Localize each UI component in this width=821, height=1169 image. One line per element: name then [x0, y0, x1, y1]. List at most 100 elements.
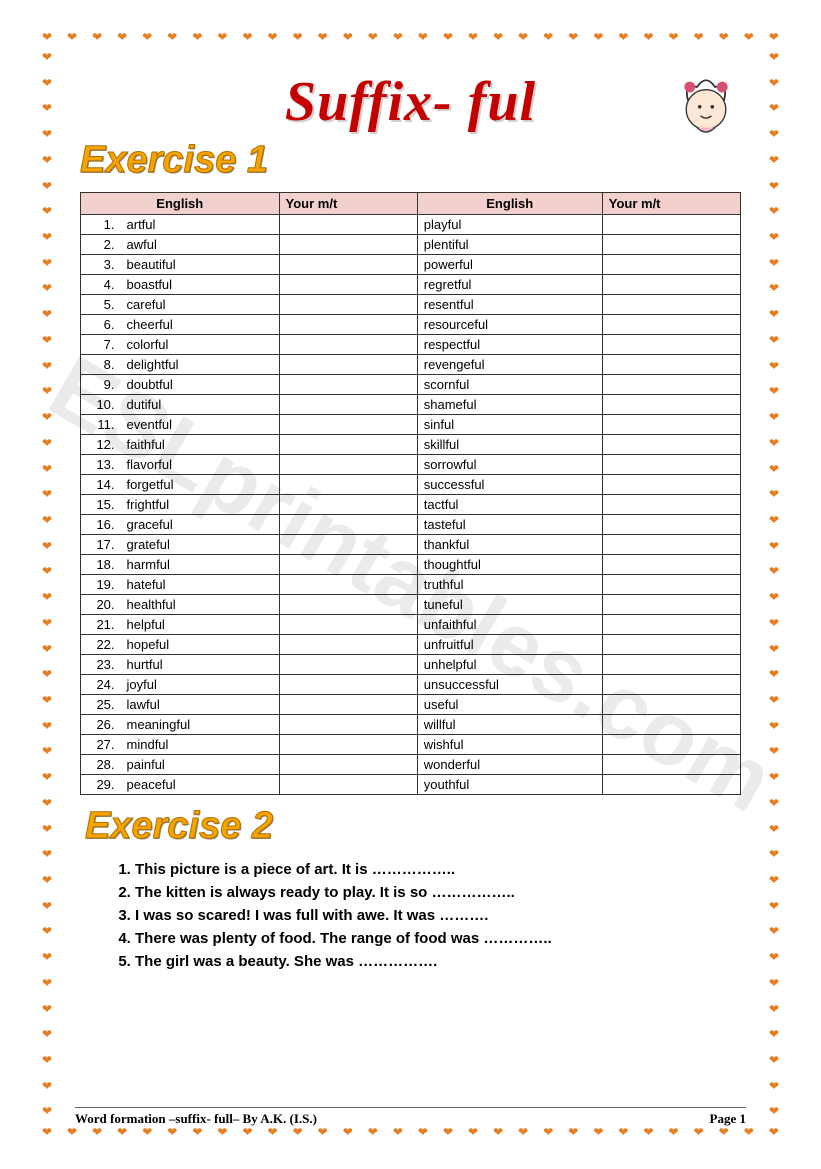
mt-right-blank[interactable]	[602, 235, 740, 255]
word-left: dutiful	[121, 395, 280, 415]
heart-icon: ❤	[767, 1027, 781, 1041]
mt-right-blank[interactable]	[602, 255, 740, 275]
mt-left-blank[interactable]	[279, 715, 417, 735]
word-left: hateful	[121, 575, 280, 595]
row-number: 8.	[81, 355, 121, 375]
mt-left-blank[interactable]	[279, 555, 417, 575]
content-area: Suffix- ful Exercise 1 English Your m/t …	[50, 40, 771, 983]
mt-left-blank[interactable]	[279, 375, 417, 395]
mt-right-blank[interactable]	[602, 395, 740, 415]
mt-right-blank[interactable]	[602, 595, 740, 615]
mt-right-blank[interactable]	[602, 515, 740, 535]
word-right: playful	[417, 215, 602, 235]
mt-left-blank[interactable]	[279, 395, 417, 415]
mt-left-blank[interactable]	[279, 475, 417, 495]
mt-right-blank[interactable]	[602, 375, 740, 395]
row-number: 5.	[81, 295, 121, 315]
mt-left-blank[interactable]	[279, 335, 417, 355]
mt-right-blank[interactable]	[602, 675, 740, 695]
heart-icon: ❤	[115, 1125, 129, 1139]
mt-right-blank[interactable]	[602, 735, 740, 755]
table-row: 3.beautifulpowerful	[81, 255, 741, 275]
heart-icon: ❤	[591, 1125, 605, 1139]
mt-right-blank[interactable]	[602, 335, 740, 355]
mt-right-blank[interactable]	[602, 695, 740, 715]
table-row: 4.boastfulregretful	[81, 275, 741, 295]
mt-left-blank[interactable]	[279, 235, 417, 255]
mt-left-blank[interactable]	[279, 275, 417, 295]
mt-left-blank[interactable]	[279, 455, 417, 475]
mt-right-blank[interactable]	[602, 435, 740, 455]
mt-right-blank[interactable]	[602, 555, 740, 575]
mt-right-blank[interactable]	[602, 775, 740, 795]
word-left: artful	[121, 215, 280, 235]
mt-left-blank[interactable]	[279, 655, 417, 675]
mt-left-blank[interactable]	[279, 255, 417, 275]
mt-right-blank[interactable]	[602, 455, 740, 475]
word-left: flavorful	[121, 455, 280, 475]
mt-left-blank[interactable]	[279, 315, 417, 335]
mt-left-blank[interactable]	[279, 595, 417, 615]
mt-right-blank[interactable]	[602, 535, 740, 555]
mt-left-blank[interactable]	[279, 435, 417, 455]
mt-left-blank[interactable]	[279, 675, 417, 695]
list-item: There was plenty of food. The range of f…	[135, 927, 741, 950]
row-number: 7.	[81, 335, 121, 355]
mt-left-blank[interactable]	[279, 735, 417, 755]
mt-right-blank[interactable]	[602, 755, 740, 775]
table-row: 20.healthfultuneful	[81, 595, 741, 615]
mt-right-blank[interactable]	[602, 215, 740, 235]
heart-icon: ❤	[341, 1125, 355, 1139]
word-left: lawful	[121, 695, 280, 715]
mt-left-blank[interactable]	[279, 615, 417, 635]
mt-right-blank[interactable]	[602, 495, 740, 515]
heart-icon: ❤	[466, 1125, 480, 1139]
mt-right-blank[interactable]	[602, 655, 740, 675]
mt-right-blank[interactable]	[602, 475, 740, 495]
mt-right-blank[interactable]	[602, 615, 740, 635]
mt-left-blank[interactable]	[279, 635, 417, 655]
mt-right-blank[interactable]	[602, 295, 740, 315]
table-row: 27.mindfulwishful	[81, 735, 741, 755]
word-left: harmful	[121, 555, 280, 575]
heart-icon: ❤	[316, 1125, 330, 1139]
mt-left-blank[interactable]	[279, 215, 417, 235]
mt-right-blank[interactable]	[602, 315, 740, 335]
mt-left-blank[interactable]	[279, 575, 417, 595]
word-right: useful	[417, 695, 602, 715]
table-row: 11.eventfulsinful	[81, 415, 741, 435]
mt-left-blank[interactable]	[279, 415, 417, 435]
row-number: 22.	[81, 635, 121, 655]
mt-left-blank[interactable]	[279, 775, 417, 795]
word-left: careful	[121, 295, 280, 315]
table-row: 25.lawfuluseful	[81, 695, 741, 715]
mt-left-blank[interactable]	[279, 495, 417, 515]
mt-left-blank[interactable]	[279, 515, 417, 535]
row-number: 29.	[81, 775, 121, 795]
row-number: 18.	[81, 555, 121, 575]
word-left: boastful	[121, 275, 280, 295]
mt-right-blank[interactable]	[602, 635, 740, 655]
heart-icon: ❤	[416, 1125, 430, 1139]
vocabulary-table: English Your m/t English Your m/t 1.artf…	[80, 192, 741, 795]
mt-right-blank[interactable]	[602, 715, 740, 735]
mt-left-blank[interactable]	[279, 695, 417, 715]
heart-icon: ❤	[241, 1125, 255, 1139]
row-number: 20.	[81, 595, 121, 615]
row-number: 21.	[81, 615, 121, 635]
mt-right-blank[interactable]	[602, 355, 740, 375]
word-right: unsuccessful	[417, 675, 602, 695]
word-left: joyful	[121, 675, 280, 695]
mt-right-blank[interactable]	[602, 275, 740, 295]
col-header-english-1: English	[81, 193, 280, 215]
mt-left-blank[interactable]	[279, 535, 417, 555]
mt-left-blank[interactable]	[279, 295, 417, 315]
mt-left-blank[interactable]	[279, 755, 417, 775]
mt-left-blank[interactable]	[279, 355, 417, 375]
mt-right-blank[interactable]	[602, 575, 740, 595]
mt-right-blank[interactable]	[602, 415, 740, 435]
table-row: 16.gracefultasteful	[81, 515, 741, 535]
heart-icon: ❤	[40, 1125, 54, 1139]
heart-icon: ❤	[742, 1125, 756, 1139]
list-item: This picture is a piece of art. It is ………	[135, 858, 741, 881]
